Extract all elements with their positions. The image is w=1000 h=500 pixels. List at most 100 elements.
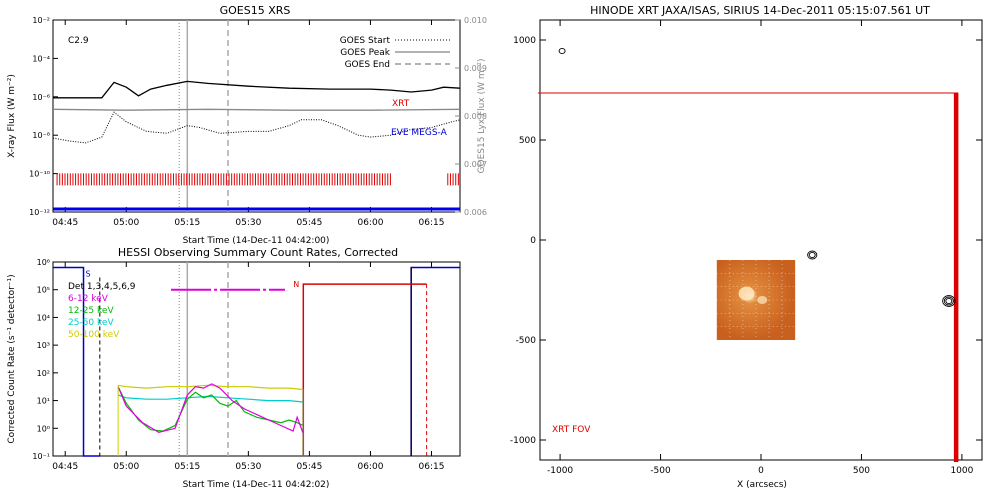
xrt-ytick-label: -500 [516, 336, 537, 346]
hessi-xtick-label: 06:00 [357, 462, 383, 472]
goes-xtick-label: 05:15 [174, 218, 200, 228]
xrt-bright-kernel [738, 286, 755, 301]
goes-ytick-right-label: 0.006 [464, 208, 487, 217]
goes-ytick-right-label: 0.007 [464, 160, 487, 169]
goes-panel: GOES15 XRS 10⁻² 10⁻⁴ 10⁻⁶ 10⁻⁸ 10⁻¹⁰ 10⁻¹² 0.0… [7, 4, 487, 246]
xrt-contour [807, 250, 818, 260]
xrt-xtick-label: -1000 [547, 466, 573, 476]
goes-ylabel: X-ray Flux (W m⁻²) [7, 74, 17, 158]
hessi-xtick-label: 05:15 [174, 462, 200, 472]
hessi-xtick-label: 06:15 [419, 462, 445, 472]
goes-ytick-right-label: 0.010 [464, 16, 487, 25]
hessi-ytick-label: 10⁵ [37, 286, 50, 295]
hessi-n-flag: N [293, 280, 299, 289]
hessi-series-50-100-kev [117, 384, 304, 391]
hessi-xtick-label: 04:45 [52, 462, 78, 472]
legend-goes-peak: GOES Peak [340, 48, 390, 58]
hessi-day-segment [302, 283, 427, 456]
goes-xtick-label: 05:30 [235, 218, 261, 228]
xrt-panel: HINODE XRT JAXA/ISAS, SIRIUS 14-Dec-2011… [510, 4, 983, 490]
goes-ytick-label: 10⁻¹⁰ [29, 170, 50, 179]
xrt-ytick-label: -1000 [510, 436, 536, 446]
hessi-series-12-25-kev [117, 386, 304, 432]
xrt-ytick-label: 500 [519, 136, 536, 146]
legend-12-25: 12-25 keV [68, 306, 114, 316]
goes-title: GOES15 XRS [220, 4, 291, 17]
hessi-title: HESSI Observing Summary Count Rates, Cor… [118, 246, 398, 259]
hessi-ytick-label: 10⁻¹ [32, 452, 50, 461]
xrt-marks: 1000 500 0 -500 -1000 -1000 -500 0 500 1000 [510, 20, 982, 476]
hessi-ytick-label: 10³ [37, 341, 50, 350]
xrt-contour [558, 47, 566, 55]
xrt-xtick-label: 1000 [950, 466, 973, 476]
goes-ytick-label: 10⁻⁴ [32, 54, 50, 63]
hessi-xtick-label: 05:45 [296, 462, 322, 472]
xrt-title: HINODE XRT JAXA/ISAS, SIRIUS 14-Dec-2011… [590, 4, 930, 17]
goes-xtick-label: 06:00 [357, 218, 383, 228]
hessi-xlabel: Start Time (14-Dec-11 04:42:02) [183, 480, 330, 490]
goes-ytick-label: 10⁻⁸ [32, 131, 50, 140]
hessi-night-segment [53, 266, 100, 457]
hessi-ytick-label: 10¹ [37, 397, 50, 406]
xrt-image-grid [716, 260, 796, 340]
xrt-coverage-marks [447, 173, 459, 186]
hessi-xtick-label: 05:00 [113, 462, 139, 472]
goes-class-label: C2.9 [68, 36, 89, 46]
hessi-panel: HESSI Observing Summary Count Rates, Cor… [7, 246, 461, 490]
hessi-ytick-label: 10² [37, 369, 50, 378]
hessi-series-6-12-kev [117, 383, 304, 435]
goes-plot-frame [52, 19, 461, 213]
xrt-plot-frame [539, 19, 983, 461]
xrt-contour [808, 251, 816, 259]
goes-ytick-label: 10⁻⁶ [32, 93, 50, 102]
xrt-coverage-marks [56, 173, 391, 186]
xrt-series-label: XRT [392, 99, 410, 109]
legend-det: Det 1,3,4,5,6,9 [68, 282, 136, 292]
goes-ytick-label: 10⁻¹² [29, 208, 50, 217]
xrt-xlabel: X (arcsecs) [737, 480, 787, 490]
goes-series-goes-long [53, 80, 461, 99]
goes-xlabel: Start Time (14-Dec-11 04:42:00) [183, 236, 330, 246]
hessi-night-segment-2 [410, 266, 460, 456]
xrt-contour [945, 297, 953, 305]
hessi-s-flag: S [86, 270, 91, 279]
goes-series-eve-megs-a [52, 111, 461, 144]
legend-goes-end: GOES End [345, 60, 390, 70]
xrt-ytick-label: 0 [530, 236, 536, 246]
goes-ytick-label: 10⁻² [32, 16, 50, 25]
goes-xtick-label: 05:45 [296, 218, 322, 228]
xrt-xtick-label: -500 [650, 466, 671, 476]
hessi-plot-frame [52, 261, 461, 457]
legend-goes-start: GOES Start [340, 36, 391, 46]
goes-ylabel-right: GOES15 Lyx Flux (W m⁻²) [477, 59, 487, 174]
xrt-bright-kernel-2 [757, 296, 768, 304]
legend-6-12: 6-12 keV [68, 294, 109, 304]
hessi-series-25-50-kev [117, 394, 304, 403]
hessi-xtick-label: 05:30 [235, 462, 261, 472]
goes-marks: 10⁻² 10⁻⁴ 10⁻⁶ 10⁻⁸ 10⁻¹⁰ 10⁻¹² 0.010 0.009 0.00… [29, 16, 487, 228]
hessi-ytick-label: 10⁶ [37, 258, 50, 267]
legend-25-50: 25-50 keV [68, 318, 114, 328]
hessi-ytick-label: 10⁰ [37, 424, 50, 433]
xrt-ytick-label: 1000 [513, 36, 536, 46]
xrt-fov-label: XRT FOV [552, 425, 591, 435]
xrt-xtick-label: 500 [853, 466, 870, 476]
xrt-contour [943, 296, 954, 306]
goes-series-goes-short [52, 108, 461, 111]
xrt-fov-edge [953, 93, 958, 462]
hessi-ylabel: Corrected Count Rate (s⁻¹ detector⁻¹) [7, 274, 17, 443]
goes-ytick-right-label: 0.009 [464, 64, 487, 73]
goes-xtick-label: 06:15 [419, 218, 445, 228]
eve-series-label: EVE MEGS-A [391, 128, 448, 138]
xrt-contour [942, 295, 956, 307]
xrt-xtick-label: 0 [758, 466, 764, 476]
hessi-marks: 10⁶ 10⁵ 10⁴ 10³ 10² 10¹ 10⁰ 10⁻¹04:45 05:00 05:15… [32, 258, 460, 472]
goes-xtick-label: 04:45 [52, 218, 78, 228]
goes-legend: GOES Start GOES Peak GOES End [340, 36, 450, 70]
legend-50-100: 50-100 keV [68, 330, 120, 340]
goes-xtick-label: 05:00 [113, 218, 139, 228]
hessi-legend: Det 1,3,4,5,6,9 6-12 keV 12-25 keV 25-50… [68, 282, 136, 340]
goes-ytick-right-label: 0.008 [464, 112, 487, 121]
hessi-ytick-label: 10⁴ [37, 313, 50, 322]
